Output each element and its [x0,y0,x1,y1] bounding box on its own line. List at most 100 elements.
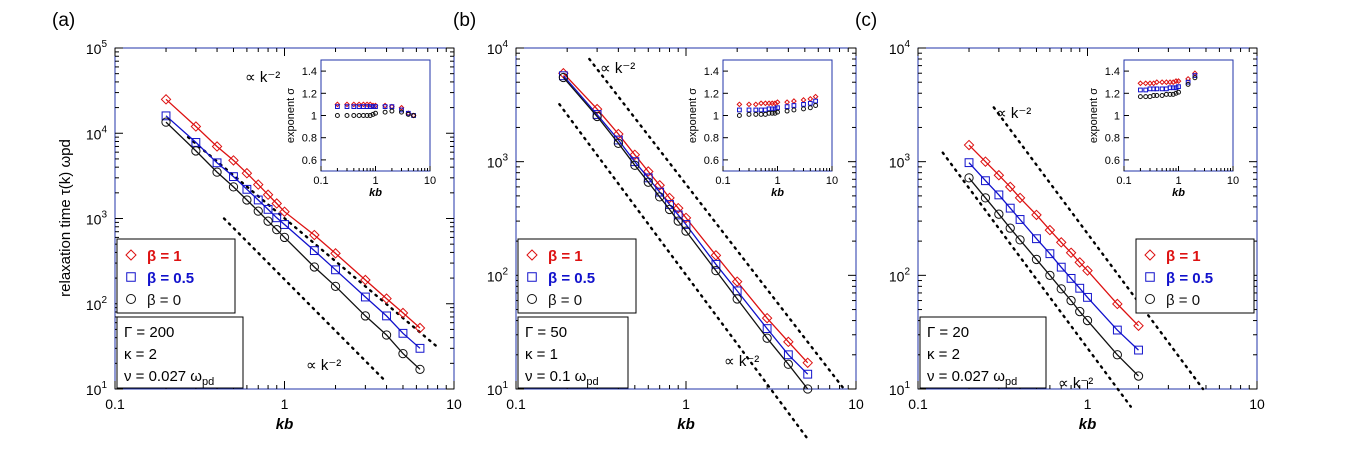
inset-data-point [746,107,752,113]
inset-data-point [1170,91,1176,97]
inset-y-tick-label: 0.6 [704,155,719,167]
inset-data-point [344,113,350,118]
panel-label: (c) [855,10,877,31]
data-point [655,192,665,202]
x-tick-label: 10 [1249,396,1265,412]
data-point [263,204,273,214]
x-tick-label: 0.1 [506,396,526,412]
x-axis: 0.1 1 10 [506,48,864,412]
legend-marker [1145,272,1155,282]
parameter-box: Γ = 20 κ = 2 ν = 0.027 ωpd [919,316,1047,389]
inset-data-point [784,104,790,109]
data-point [711,265,721,276]
legend-marker [526,249,538,261]
inset-y-tick-label: 0.8 [1105,133,1120,145]
series-line [165,121,421,370]
data-point [762,324,772,333]
inset-data-point [1170,85,1176,91]
data-point [330,248,341,259]
series-line [968,144,1139,327]
inset-data-point [772,110,778,116]
data-point [1031,254,1042,265]
data-point [711,259,721,269]
inset-data-point [736,113,742,118]
data-point [360,311,371,321]
data-point [994,190,1004,200]
inset-y-tick-label: 1.2 [302,88,317,100]
inset-data-point [1175,78,1182,84]
inset-y-tick-label: 1.4 [704,66,719,78]
inset-data-point [801,102,806,107]
series-line [165,98,421,329]
data-point [1014,192,1026,204]
parameter-text: κ = 1 [525,346,558,363]
data-point [558,72,569,83]
inset-data-point [344,101,350,108]
inset-data-point [753,107,759,113]
inset-y-tick-label: 0.8 [302,133,317,145]
inset-data-point [1151,86,1157,92]
scaling-annotation: ∝ k⁻² [996,105,1031,122]
data-point [272,213,282,223]
k-minus-2-guide-line [588,57,846,391]
inset-data-point [1151,93,1157,98]
inset-data-point [1153,79,1160,86]
data-point [1015,235,1025,245]
k-minus-2-guide-line [558,103,811,443]
data-point [242,195,252,205]
data-point [613,128,624,140]
data-point [331,265,340,275]
inset-data-point [736,101,743,108]
parameter-text: κ = 2 [124,346,157,363]
parameter-box-frame [116,316,244,389]
inset-data-point [389,104,395,109]
data-point [242,184,252,194]
inset-x-axis-label: kb [369,187,382,199]
series-line [968,162,1139,351]
data-point [672,202,684,214]
scaling-annotation: ∝ k⁻² [306,357,341,374]
y-tick-label: 103 [889,153,911,171]
inset-data-point [766,106,772,112]
data-point [211,141,223,152]
legend-entry: β = 0 [147,292,181,309]
inset: 0.1 1 10 0.6 0.8 1 1.2 1.4 kb exponent σ [285,59,436,199]
data-point [963,139,975,151]
data-point [228,182,239,192]
inset-data-point [1167,91,1173,97]
y-tick-label: 104 [889,39,911,57]
data-point [241,167,253,179]
inset-data-point [801,106,806,112]
data-point [1075,283,1085,293]
data-point [330,281,341,291]
data-point [664,192,675,204]
inset-y-tick-label: 1.4 [302,66,317,78]
data-point [414,322,426,334]
inset-x-axis-label: kb [1172,187,1185,199]
inset-y-axis-label: exponent σ [687,88,699,143]
y-tick-label: 102 [86,295,108,313]
panel-label: (b) [453,10,476,31]
x-axis-label: kb [677,416,695,433]
data-point [272,225,282,235]
data-point [190,121,202,132]
data-point [252,179,264,190]
inset-data-point [753,111,759,117]
inset-y-tick-label: 1.2 [1105,88,1120,100]
data-point [1005,223,1015,233]
data-point [1112,325,1122,335]
inset-data-point [775,109,780,115]
inset-frame [722,59,833,172]
data-point [980,156,991,167]
inset-data-point [382,109,388,115]
data-point [280,220,289,229]
inset-data-point [1185,81,1191,87]
inset-data-point [775,105,780,111]
inset-data-point [370,111,376,117]
data-point [664,204,675,215]
